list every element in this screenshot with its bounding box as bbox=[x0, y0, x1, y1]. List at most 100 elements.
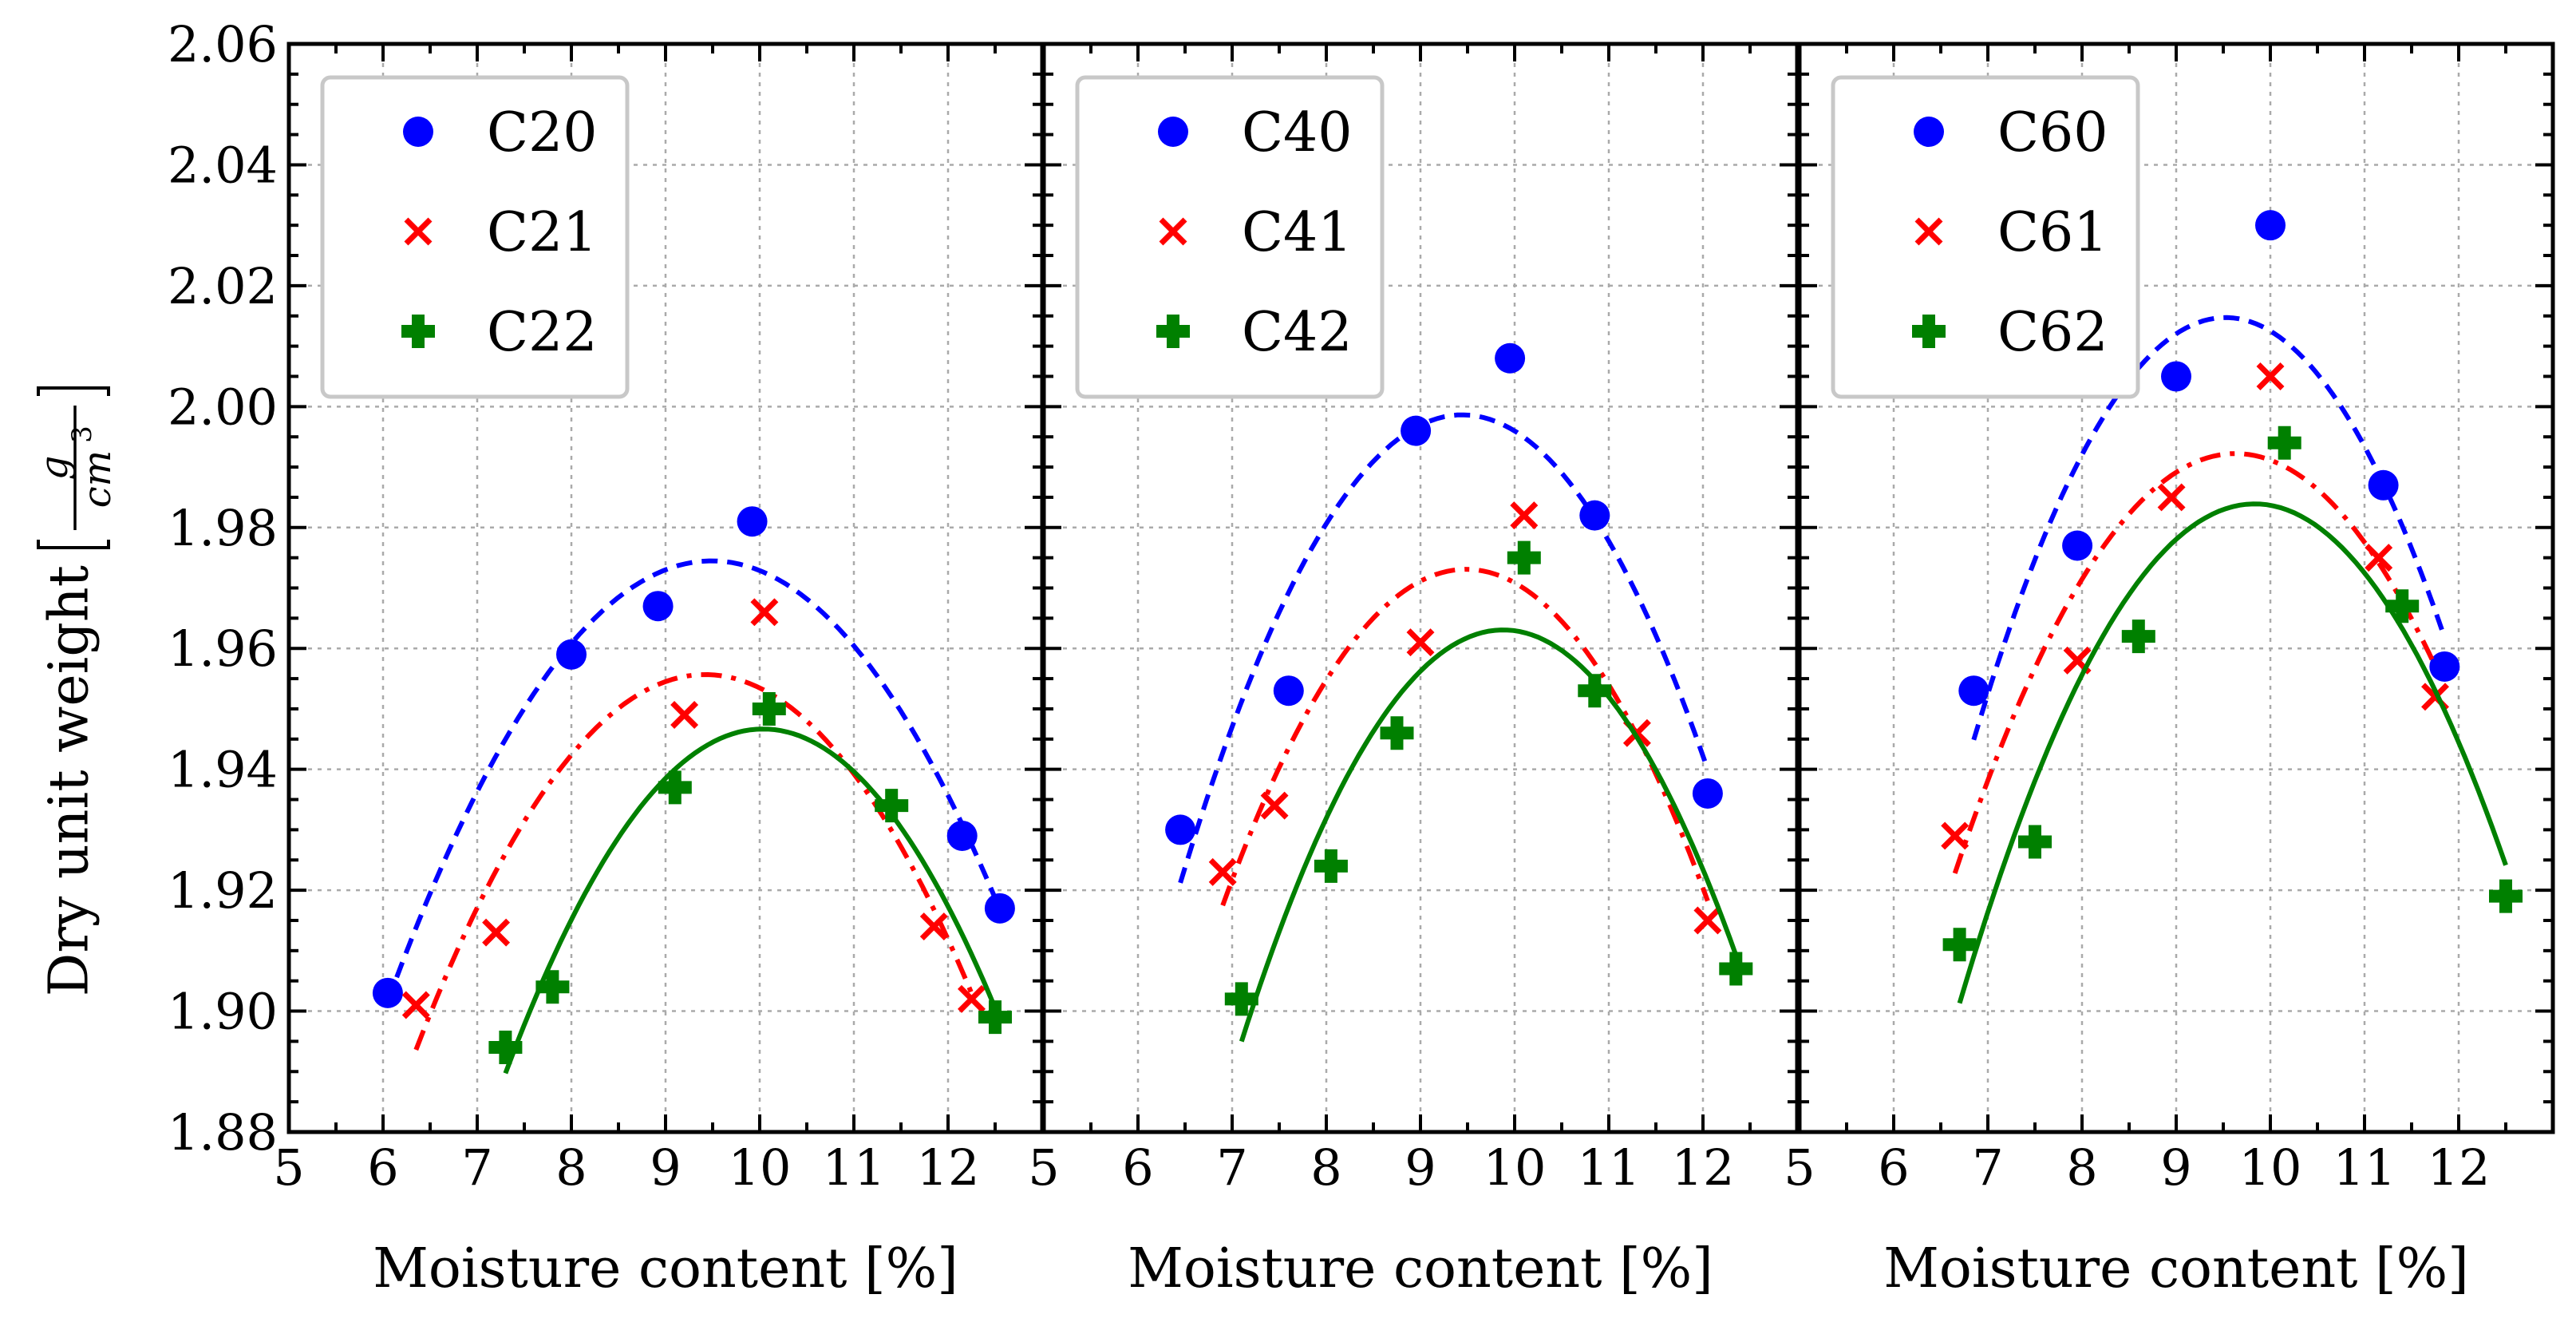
x-tick-label: 12 bbox=[917, 1138, 980, 1197]
data-point-C61-stroke-b bbox=[2256, 362, 2285, 390]
legend-label-C21: C21 bbox=[487, 201, 598, 264]
y-axis-unit-numerator: g bbox=[32, 456, 77, 481]
series-C41 bbox=[1208, 501, 1722, 935]
legend-box bbox=[320, 75, 630, 399]
x-tick-label: 12 bbox=[2428, 1138, 2491, 1197]
data-point-C41-stroke-b bbox=[1406, 628, 1435, 657]
x-tick-label: 6 bbox=[367, 1138, 398, 1197]
data-point-C40 bbox=[1273, 675, 1304, 707]
data-point-C62 bbox=[2121, 619, 2155, 654]
legend-marker-C40 bbox=[1158, 117, 1188, 147]
data-point-C21 bbox=[482, 918, 511, 947]
y-axis: 1.88 1.90 1.92 1.94 1.96 1.98 2.00 2.02 2.04 2.06 bbox=[168, 15, 1042, 1162]
x-axis-title: Moisture content [%] bbox=[1883, 1237, 2469, 1300]
legend-marker-C42 bbox=[1156, 315, 1190, 348]
data-point-C62 bbox=[2385, 589, 2420, 623]
x-tick-label: 6 bbox=[1878, 1138, 1909, 1197]
y-tick-label: 1.88 bbox=[168, 1103, 278, 1162]
data-point-C41 bbox=[1208, 857, 1237, 886]
legend-marker-C61-stroke-b bbox=[1914, 217, 1943, 246]
y-tick-label: 1.94 bbox=[168, 741, 278, 799]
x-tick-label: 9 bbox=[650, 1138, 681, 1197]
data-point-C40 bbox=[1579, 500, 1610, 531]
x-tick-label: 10 bbox=[1484, 1138, 1547, 1197]
x-tick-label: 7 bbox=[1972, 1138, 2003, 1197]
legend-label-C22: C22 bbox=[487, 301, 598, 364]
data-point-C21-stroke-b bbox=[401, 991, 430, 1019]
data-point-C20 bbox=[642, 591, 674, 622]
data-point-C20 bbox=[372, 977, 403, 1008]
x-axis-title: Moisture content [%] bbox=[1128, 1237, 1713, 1300]
data-point-C62 bbox=[2489, 879, 2523, 913]
data-point-C60 bbox=[2161, 361, 2191, 392]
legend: C40 C41 C42 bbox=[1075, 75, 1385, 399]
series-C40 bbox=[1165, 342, 1723, 884]
data-point-C21 bbox=[958, 984, 986, 1013]
data-point-C61 bbox=[1941, 821, 1970, 850]
x-axis: 5 6 7 8 9 10 11 12 Moisture content [%] bbox=[1784, 44, 2554, 1300]
data-point-C60 bbox=[2255, 210, 2286, 241]
legend-label-C42: C42 bbox=[1242, 301, 1353, 364]
x-tick-label: 11 bbox=[2333, 1138, 2396, 1197]
series-C42 bbox=[1224, 540, 1753, 1043]
data-point-C62 bbox=[2267, 426, 2301, 460]
data-point-C20 bbox=[984, 893, 1015, 924]
data-point-C22 bbox=[875, 789, 909, 823]
legend-label-C61: C61 bbox=[1997, 201, 2108, 264]
x-tick-label: 6 bbox=[1122, 1138, 1153, 1197]
grid bbox=[1044, 44, 1797, 1132]
x-tick-label: 5 bbox=[1784, 1138, 1815, 1197]
fit-line-C62 bbox=[1957, 501, 2508, 1004]
y-axis-title-text: Dry unit weight bbox=[38, 565, 101, 996]
fit-line-C41 bbox=[1220, 567, 1710, 907]
x-tick-label: 10 bbox=[2239, 1138, 2302, 1197]
data-point-C60 bbox=[1958, 675, 1989, 707]
legend-box bbox=[1831, 75, 2140, 399]
data-point-C40 bbox=[1401, 415, 1432, 446]
fit-line-C42 bbox=[1239, 627, 1739, 1043]
x-tick-label: 9 bbox=[2160, 1138, 2191, 1197]
y-tick-label: 1.90 bbox=[168, 983, 278, 1041]
data-point-C21-stroke-b bbox=[670, 701, 699, 729]
data-point-C20 bbox=[556, 639, 587, 670]
data-point-C60 bbox=[2368, 469, 2399, 501]
y-tick-label: 2.02 bbox=[168, 257, 278, 315]
series-C22 bbox=[488, 691, 1012, 1075]
data-point-C22 bbox=[535, 970, 570, 1004]
data-point-C61-stroke-b bbox=[2157, 483, 2186, 512]
series-C20 bbox=[372, 506, 1015, 1008]
data-point-C42 bbox=[1578, 674, 1612, 708]
x-tick-label: 11 bbox=[823, 1138, 886, 1197]
fit-line-C40 bbox=[1178, 412, 1710, 884]
data-point-C40 bbox=[1165, 814, 1196, 845]
data-point-C60 bbox=[2429, 651, 2460, 682]
data-point-C61-stroke-b bbox=[2365, 544, 2393, 572]
legend-marker-C21 bbox=[404, 217, 433, 246]
legend-marker-C62 bbox=[1912, 315, 1946, 348]
legend-label-C60: C60 bbox=[1997, 101, 2108, 164]
legend-label-C62: C62 bbox=[1997, 301, 2108, 364]
chart-panel-3: 5 6 7 8 9 10 11 12 Moisture content [%] C60 C61 C62 bbox=[1784, 42, 2555, 1300]
data-point-C21 bbox=[670, 701, 699, 729]
y-axis-unit-brackets bbox=[37, 386, 110, 549]
data-point-C41 bbox=[1510, 501, 1539, 530]
y-tick-label: 2.04 bbox=[168, 136, 278, 194]
data-point-C21 bbox=[750, 598, 779, 627]
data-point-C42 bbox=[1314, 849, 1348, 883]
x-axis: 5 6 7 8 9 10 11 12 Moisture content [%] bbox=[273, 44, 1044, 1300]
legend-marker-C61 bbox=[1914, 217, 1943, 246]
data-point-C61 bbox=[2365, 544, 2393, 572]
data-point-C42 bbox=[1507, 540, 1541, 575]
y-tick-label: 1.98 bbox=[168, 499, 278, 557]
x-tick-label: 10 bbox=[729, 1138, 792, 1197]
x-tick-label: 5 bbox=[1028, 1138, 1059, 1197]
y-tick-label: 2.06 bbox=[168, 15, 278, 73]
data-point-C42 bbox=[1719, 952, 1753, 986]
series-C60 bbox=[1958, 210, 2460, 741]
x-axis-title: Moisture content [%] bbox=[373, 1237, 958, 1300]
data-point-C22 bbox=[978, 1000, 1012, 1035]
data-point-C41-stroke-b bbox=[1208, 857, 1237, 886]
